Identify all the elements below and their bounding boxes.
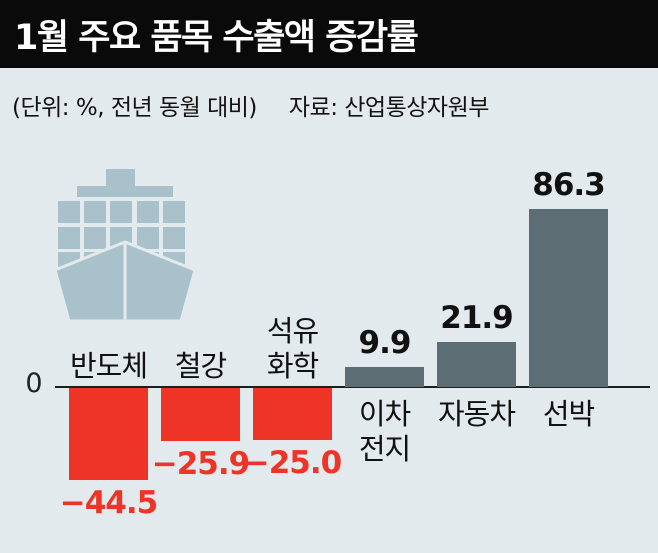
axis-zero-label: 0 <box>25 368 43 399</box>
category-label-secondary-battery: 이차 전지 <box>358 397 411 466</box>
container-ship-icon <box>53 169 197 323</box>
value-label-petrochemical: −25.0 <box>243 445 342 481</box>
bar-secondary-battery <box>345 367 424 387</box>
value-label-secondary-battery: 9.9 <box>358 325 412 361</box>
source-note: 자료: 산업통상자원부 <box>288 95 490 121</box>
value-label-ship: 86.3 <box>532 167 606 203</box>
page-title: 1월 주요 품목 수출액 증감률 <box>0 0 658 68</box>
unit-note: (단위: %, 전년 동월 대비) <box>12 95 257 121</box>
title-text: 1월 주요 품목 수출액 증감률 <box>14 17 419 58</box>
bar-ship <box>529 209 608 387</box>
category-label-ship: 선박 <box>542 397 595 431</box>
bar-petrochemical <box>253 388 332 440</box>
value-label-steel: −25.9 <box>151 446 250 482</box>
axis-baseline <box>55 386 650 388</box>
chart-meta: (단위: %, 전년 동월 대비) 자료: 산업통상자원부 <box>12 88 489 122</box>
bar-semiconductor <box>69 388 148 480</box>
bar-steel <box>161 388 240 441</box>
bar-automobile <box>437 342 516 387</box>
value-label-automobile: 21.9 <box>440 300 514 336</box>
category-label-semiconductor: 반도체 <box>69 349 148 383</box>
category-label-petrochemical: 석유 화학 <box>266 314 319 383</box>
value-label-semiconductor: −44.5 <box>59 485 158 521</box>
category-label-automobile: 자동차 <box>437 397 516 431</box>
category-label-steel: 철강 <box>174 349 227 383</box>
